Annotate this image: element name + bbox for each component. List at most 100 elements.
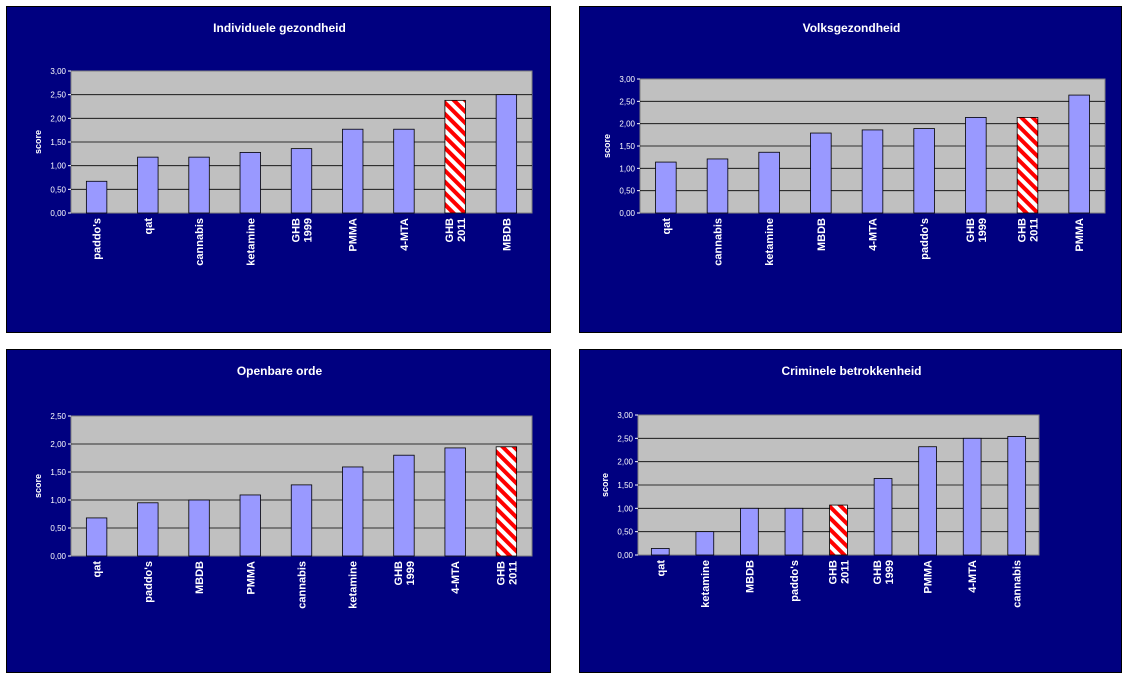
- x-tick-label: qat: [655, 560, 667, 577]
- y-tick-label: 2,00: [617, 458, 633, 467]
- x-tick-label-line: 4-MTA: [450, 561, 462, 594]
- bar: [290, 148, 313, 214]
- x-tick-label-line: 4-MTA: [399, 218, 411, 251]
- y-tick-label: 0,00: [50, 209, 66, 218]
- chart-volksgezondheid: Volksgezondheid 0,00 0,50 1,00 1,50 2,00 2,50 3…: [602, 21, 1106, 266]
- bar: [913, 128, 935, 214]
- bar: [495, 94, 518, 214]
- x-tick-label-line: cannabis: [713, 218, 725, 266]
- x-tick-label-line: PMMA: [1074, 218, 1086, 252]
- x-tick-label: paddo's: [789, 560, 801, 602]
- chart-title: Openbare orde: [237, 364, 323, 378]
- x-tick-label: GHB 1999: [872, 560, 896, 585]
- bar: [342, 128, 364, 214]
- x-tick-label-line: paddo's: [789, 560, 801, 602]
- x-tick-label-line: qat: [655, 560, 667, 577]
- bar: [393, 454, 415, 557]
- bar: [239, 494, 261, 557]
- x-tick-label: ketamine: [348, 561, 360, 609]
- x-tick-label-line: GHB: [291, 218, 303, 243]
- bar: [810, 132, 832, 214]
- x-tick-label: MBDB: [744, 560, 756, 593]
- x-tick-label: GHB 1999: [393, 561, 417, 586]
- x-tick-label-line: 1999: [977, 218, 989, 242]
- bar: [188, 156, 210, 214]
- chart-panel-criminele-betrokkenheid: Criminele betrokkenheid 0,00 0,50 1,00 1,50 2…: [579, 349, 1122, 673]
- x-tick-label-line: GHB: [828, 560, 840, 585]
- y-tick-label: 2,50: [50, 412, 66, 421]
- bar: [239, 152, 261, 214]
- x-tick-label-line: 2011: [1029, 218, 1041, 242]
- x-tick-label: qat: [661, 218, 673, 235]
- x-tick-label: ketamine: [245, 218, 257, 266]
- x-tick-label: GHB 2011: [495, 561, 519, 586]
- x-tick-label-line: paddo's: [92, 218, 104, 260]
- x-tick-label-line: GHB: [393, 561, 405, 586]
- x-tick-label: 4-MTA: [967, 560, 979, 593]
- bar: [1007, 436, 1027, 556]
- x-tick-label-line: GHB: [965, 218, 977, 243]
- x-tick-label: GHB 1999: [965, 218, 989, 243]
- x-tick-label-line: paddo's: [143, 561, 155, 603]
- x-tick-label: 4-MTA: [868, 218, 880, 251]
- bar: [918, 446, 937, 556]
- x-tick-label: 4-MTA: [450, 561, 462, 594]
- y-tick-label: 1,00: [50, 496, 66, 505]
- bar-highlight: [495, 446, 518, 557]
- bar: [1068, 94, 1090, 214]
- x-tick-label: paddo's: [92, 218, 104, 260]
- x-tick-label: MBDB: [501, 218, 513, 251]
- x-tick-label-line: ketamine: [245, 218, 257, 266]
- y-tick-label: 3,00: [619, 75, 635, 84]
- chart-title: Individuele gezondheid: [213, 21, 346, 35]
- y-tick-label: 0,50: [619, 187, 635, 196]
- y-axis-label: score: [33, 130, 43, 154]
- bar: [137, 502, 159, 557]
- bar: [740, 507, 759, 556]
- chart-title: Volksgezondheid: [803, 21, 901, 35]
- y-tick-label: 3,00: [50, 67, 66, 76]
- bar: [650, 548, 670, 556]
- x-tick-label-line: 4-MTA: [967, 560, 979, 593]
- y-tick-label: 1,50: [50, 468, 66, 477]
- x-tick-label: GHB 2011: [828, 560, 852, 585]
- y-tick-label: 1,00: [50, 162, 66, 171]
- chart-panel-openbare-orde: Openbare orde 0,00 0,50 1,00 1,50 2,00 2,50 sco…: [6, 349, 551, 673]
- x-tick-label: MBDB: [816, 218, 828, 251]
- x-tick-label: cannabis: [297, 561, 309, 609]
- y-tick-label: 0,00: [619, 209, 635, 218]
- x-tick-label-line: 4-MTA: [868, 218, 880, 251]
- bar: [965, 117, 987, 214]
- y-tick-label: 3,00: [617, 411, 633, 420]
- x-tick-label: paddo's: [919, 218, 931, 260]
- chart-panel-volksgezondheid: Volksgezondheid 0,00 0,50 1,00 1,50 2,00 2,50 3…: [579, 6, 1122, 333]
- x-tick-label-line: 1999: [303, 218, 315, 242]
- x-tick-label: ketamine: [700, 560, 712, 608]
- bar: [85, 517, 108, 557]
- y-tick-label: 2,50: [617, 434, 633, 443]
- x-tick-label-line: 1999: [884, 560, 896, 584]
- y-axis-label: score: [33, 474, 43, 498]
- y-tick-label: 2,00: [50, 114, 66, 123]
- bar: [290, 484, 313, 557]
- x-tick-label: qat: [92, 561, 104, 578]
- x-tick-label-line: 2011: [840, 560, 852, 584]
- bar: [342, 466, 364, 557]
- bar: [393, 128, 415, 214]
- y-tick-label: 2,00: [619, 120, 635, 129]
- x-tick-label-line: ketamine: [764, 218, 776, 266]
- x-tick-label-line: 2011: [507, 561, 519, 585]
- x-tick-label-line: qat: [92, 561, 104, 578]
- x-tick-label-line: qat: [661, 218, 673, 235]
- bar: [695, 531, 715, 556]
- x-tick-label: qat: [143, 218, 155, 235]
- x-tick-label: MBDB: [194, 561, 206, 594]
- bar: [758, 151, 780, 214]
- x-tick-label-line: paddo's: [919, 218, 931, 260]
- x-tick-label-line: PMMA: [245, 561, 257, 595]
- x-tick-label-line: cannabis: [194, 218, 206, 266]
- y-tick-label: 0,00: [617, 551, 633, 560]
- x-tick-label: cannabis: [194, 218, 206, 266]
- bar: [962, 437, 982, 556]
- y-tick-label: 1,50: [50, 138, 66, 147]
